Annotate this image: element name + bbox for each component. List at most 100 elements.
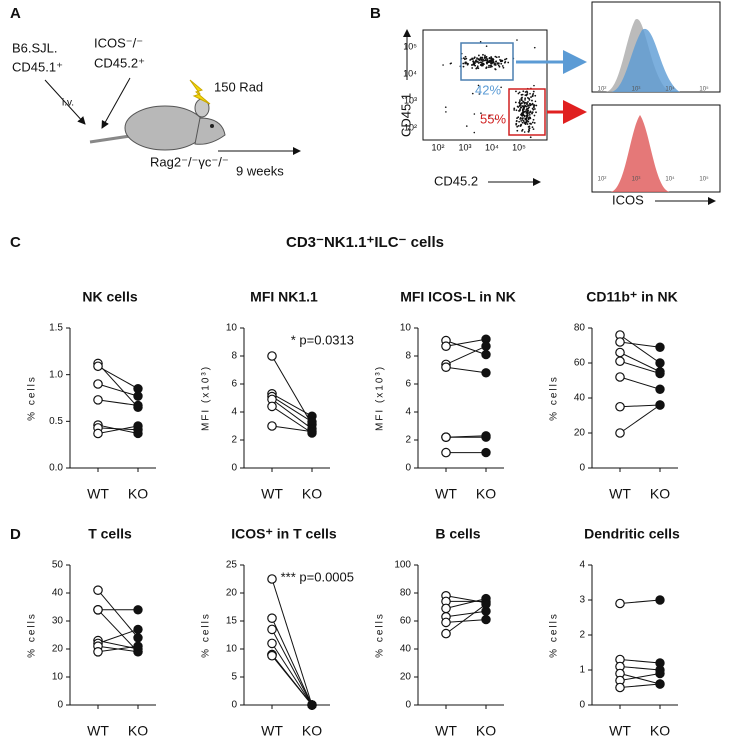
dot	[525, 101, 527, 104]
pair-line	[445, 338, 487, 347]
y-tick-label: 4	[579, 560, 585, 571]
axis-label: CD45.1	[398, 93, 413, 137]
y-axis-label: % cells	[27, 375, 38, 421]
dot	[527, 100, 529, 103]
pair-line	[445, 603, 487, 635]
dot	[494, 68, 497, 70]
dot	[526, 103, 528, 106]
dot	[520, 106, 523, 109]
pair-line	[619, 404, 661, 408]
dot	[517, 116, 520, 119]
pair-line	[97, 609, 139, 653]
chart-title: ICOS⁺ in T cells	[231, 526, 337, 542]
x-tick-label: WT	[435, 723, 457, 739]
route-text: i.v.	[62, 98, 74, 109]
dot	[462, 57, 465, 60]
ko-point	[481, 432, 491, 442]
dot	[482, 53, 484, 56]
dot	[531, 126, 534, 129]
y-tick-label: 20	[574, 428, 586, 439]
dot	[445, 111, 447, 113]
pair-line	[271, 425, 313, 433]
wt-point	[267, 638, 277, 649]
dot	[496, 62, 499, 65]
y-tick-label: 1	[579, 665, 585, 676]
dot	[525, 111, 528, 114]
dot	[533, 108, 536, 110]
wt-point	[441, 341, 451, 351]
dot	[488, 57, 491, 60]
y-tick-label: 10⁴	[403, 68, 417, 78]
dot	[527, 120, 530, 123]
pair-line	[97, 589, 139, 639]
wt-point	[615, 347, 625, 358]
dot	[490, 59, 493, 62]
x-tick-label: 10⁵	[512, 142, 526, 152]
x-tick-label: KO	[650, 723, 670, 739]
dot	[526, 111, 529, 113]
dot	[523, 131, 526, 133]
dot	[515, 123, 518, 126]
arrow	[101, 77, 131, 129]
dot	[465, 57, 468, 60]
dot	[472, 60, 474, 63]
pair-line	[445, 340, 487, 356]
dot	[490, 56, 493, 58]
x-tick-label: 10⁵	[699, 86, 709, 93]
dot	[484, 59, 487, 62]
pair-line	[97, 628, 139, 644]
dot	[473, 113, 476, 115]
dot	[526, 93, 529, 95]
dot	[517, 125, 520, 127]
dot	[507, 61, 510, 64]
ko-point	[307, 700, 317, 710]
y-tick-label: 20	[226, 588, 238, 599]
wt-point	[93, 646, 103, 657]
x-tick-label: KO	[128, 723, 148, 739]
pair-line	[271, 405, 313, 434]
dot	[479, 57, 482, 60]
x-tick-label: 10²	[598, 177, 607, 183]
dot	[530, 103, 533, 106]
ko-point	[481, 614, 491, 625]
dot	[519, 116, 522, 119]
dot	[529, 110, 532, 113]
dot	[465, 125, 468, 127]
dot	[485, 67, 488, 70]
wt-point	[441, 447, 451, 458]
dot	[480, 112, 482, 114]
dot	[464, 55, 467, 58]
pair-line	[619, 376, 661, 390]
x-tick-label: 10⁴	[665, 86, 675, 93]
y-axis-label: % cells	[27, 612, 38, 658]
dot	[477, 67, 480, 70]
y-tick-label: 6	[231, 379, 237, 390]
dot	[501, 65, 504, 67]
dot	[522, 120, 525, 123]
y-tick-label: 0	[405, 463, 411, 474]
dot	[526, 123, 529, 125]
ko-point	[481, 368, 491, 378]
dot	[480, 61, 482, 64]
dot	[522, 107, 525, 110]
ko-point	[481, 599, 491, 609]
dot	[462, 62, 465, 65]
y-tick-label: 10⁵	[403, 41, 417, 51]
dot	[533, 114, 536, 117]
x-tick-label: 10⁵	[699, 176, 709, 183]
dot	[524, 98, 526, 101]
ko-point	[655, 668, 665, 679]
y-tick-label: 8	[405, 351, 411, 362]
dot	[523, 121, 526, 124]
irradiation-text: 150 Rad	[214, 79, 263, 94]
dot	[528, 99, 531, 101]
y-tick-label: 0	[405, 700, 411, 711]
dot	[529, 103, 532, 105]
ko-point	[655, 595, 665, 605]
panel-label: B	[370, 5, 381, 22]
dot	[531, 121, 534, 124]
dot	[526, 119, 528, 122]
y-tick-label: 10	[400, 323, 412, 334]
dot	[532, 106, 535, 109]
dot	[529, 136, 532, 139]
